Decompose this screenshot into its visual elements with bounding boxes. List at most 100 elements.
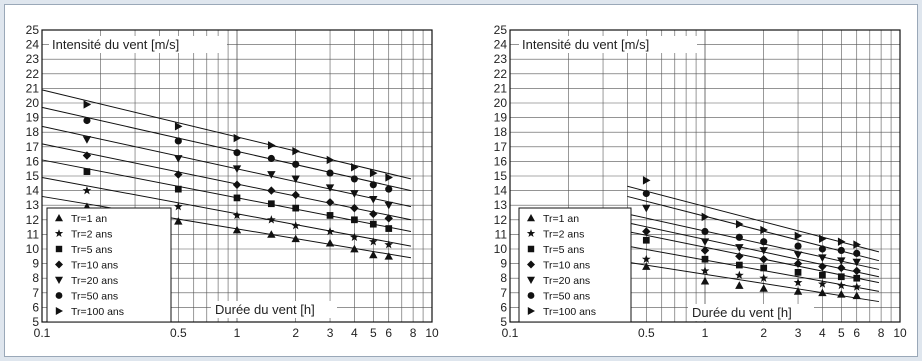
data-point	[760, 238, 768, 246]
data-point	[292, 204, 300, 212]
data-point	[759, 284, 768, 292]
data-point	[325, 238, 335, 247]
legend-entry-label: Tr=10 ans	[71, 260, 118, 272]
data-point	[267, 154, 275, 163]
legend-marker	[527, 214, 535, 222]
data-point	[326, 169, 334, 177]
data-point	[385, 185, 393, 193]
x-tick-label: 6	[853, 326, 860, 340]
data-point	[853, 240, 861, 249]
y-tick-label: 17	[494, 140, 508, 154]
series-line	[41, 89, 412, 180]
data-point	[818, 245, 826, 253]
y-tick-label: 16	[494, 154, 508, 168]
legend-entry-label: Tr=20 ans	[71, 275, 118, 287]
data-point	[793, 287, 803, 295]
legend-marker	[55, 276, 63, 284]
data-point	[852, 282, 862, 291]
data-point	[174, 170, 183, 179]
legend-marker	[527, 245, 535, 253]
y-tick-label: 9	[500, 257, 507, 271]
data-point	[818, 254, 827, 262]
y-tick-label: 6	[500, 300, 507, 314]
y-tick-label: 6	[32, 300, 39, 314]
legend-marker	[55, 307, 63, 315]
y-tick-label: 7	[500, 286, 507, 300]
data-point	[642, 176, 651, 185]
data-point	[267, 200, 275, 208]
series-line	[627, 213, 880, 270]
data-point	[793, 251, 803, 260]
data-point	[384, 240, 394, 249]
legend-entry-label: Tr=50 ans	[71, 291, 118, 303]
legend-entry-label: Tr=1 an	[543, 213, 579, 225]
data-point	[735, 261, 743, 269]
legend-entry-label: Tr=20 ans	[543, 275, 590, 287]
x-tick-label: 10	[893, 326, 907, 340]
data-point	[818, 288, 827, 297]
x-tick-label: 4	[351, 326, 358, 340]
data-point	[794, 269, 802, 276]
data-point	[368, 237, 378, 246]
legend-marker	[54, 229, 64, 238]
series-line	[627, 261, 880, 303]
data-point	[700, 246, 710, 255]
y-axis-label-bg	[519, 36, 697, 53]
legend-entry-label: Tr=10 ans	[543, 260, 590, 272]
y-tick-label: 14	[26, 184, 40, 198]
data-point	[174, 122, 183, 131]
y-tick-label: 21	[494, 81, 508, 95]
data-point	[351, 216, 358, 224]
legend-entry-label: Tr=2 ans	[543, 229, 584, 241]
data-point	[837, 290, 846, 298]
y-tick-label: 5	[32, 315, 39, 329]
data-point	[735, 281, 744, 289]
data-point	[701, 227, 709, 236]
data-point	[642, 204, 651, 213]
legend-entry-label: Tr=50 ans	[543, 291, 590, 303]
series-line	[41, 176, 412, 247]
data-point	[760, 225, 768, 235]
data-point	[385, 225, 393, 232]
data-point	[325, 198, 335, 207]
data-point	[735, 219, 744, 229]
y-tick-label: 12	[494, 213, 508, 227]
data-point	[233, 194, 241, 202]
legend-marker	[527, 260, 535, 269]
x-tick-label: 0.5	[170, 326, 187, 340]
legend-entry-label: Tr=5 ans	[543, 244, 584, 256]
data-point	[350, 190, 359, 198]
data-point	[735, 252, 744, 261]
y-tick-label: 25	[494, 23, 508, 37]
data-point	[325, 184, 335, 192]
data-point	[853, 249, 861, 257]
y-tick-label: 13	[494, 198, 508, 212]
data-point	[642, 262, 651, 270]
data-point	[267, 230, 276, 238]
data-point	[82, 151, 92, 160]
data-point	[233, 133, 242, 143]
x-tick-label: 5	[838, 326, 845, 340]
y-tick-label: 25	[26, 23, 40, 37]
data-point	[836, 280, 846, 290]
data-point	[326, 155, 335, 165]
x-tick-label: 8	[410, 326, 417, 340]
plot-area-border	[41, 29, 433, 323]
legend-entry-label: Tr=100 ans	[71, 306, 124, 318]
legend-entry-label: Tr=100 ans	[543, 306, 596, 318]
y-tick-label: 17	[26, 140, 40, 154]
x-axis-label: Durée du vent [h]	[692, 305, 792, 320]
data-point	[384, 214, 393, 223]
data-point	[837, 237, 846, 246]
y-tick-label: 15	[26, 169, 40, 183]
data-point	[369, 168, 378, 178]
x-tick-label: 0.1	[34, 326, 51, 340]
data-point	[267, 141, 276, 150]
x-axis-label-bg	[688, 304, 814, 321]
data-point	[819, 271, 826, 279]
series-line	[627, 245, 880, 292]
data-point	[266, 215, 276, 224]
data-point	[232, 165, 242, 173]
chart-right: 56789101112131415161718192021222324250.1…	[494, 23, 907, 340]
data-point	[837, 263, 846, 273]
